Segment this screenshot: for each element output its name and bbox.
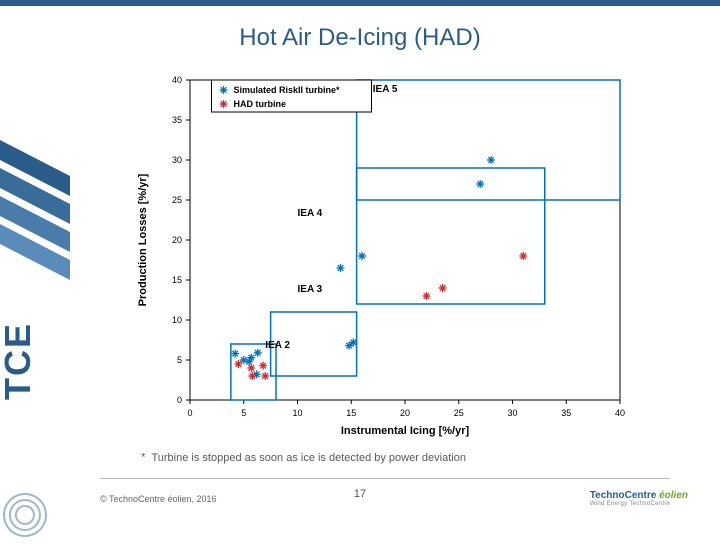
svg-text:5: 5 bbox=[177, 355, 182, 365]
scatter-chart: 0 5 10 15 20 25 30 35 40 0 5 10 15 20 25 30 35 40 Instrume… bbox=[130, 70, 670, 450]
svg-text:Production Losses [%/yr]: Production Losses [%/yr] bbox=[137, 173, 149, 306]
svg-text:25: 25 bbox=[454, 408, 464, 418]
logo-subtext: Wind Energy TechnoCentre bbox=[590, 501, 688, 507]
svg-text:40: 40 bbox=[172, 75, 182, 85]
svg-text:10: 10 bbox=[172, 315, 182, 325]
left-brand-stripe: TCE bbox=[0, 0, 70, 540]
top-bar bbox=[0, 0, 720, 6]
footer-divider bbox=[100, 478, 670, 479]
svg-text:HAD turbine: HAD turbine bbox=[234, 99, 287, 109]
logo-text-2: éolien bbox=[656, 490, 688, 501]
svg-text:IEA 4: IEA 4 bbox=[298, 208, 323, 219]
svg-text:Instrumental Icing [%/yr]: Instrumental Icing [%/yr] bbox=[341, 425, 470, 437]
logo-text-1: TechnoCentre bbox=[590, 490, 657, 501]
svg-text:0: 0 bbox=[187, 408, 192, 418]
svg-text:10: 10 bbox=[292, 408, 302, 418]
brand-logo: TechnoCentre éolien Wind Energy TechnoCe… bbox=[590, 490, 688, 507]
svg-text:40: 40 bbox=[615, 408, 625, 418]
svg-text:IEA 3: IEA 3 bbox=[298, 284, 323, 295]
svg-text:0: 0 bbox=[177, 395, 182, 405]
svg-text:5: 5 bbox=[241, 408, 246, 418]
corner-swirl-icon bbox=[2, 492, 48, 538]
svg-text:30: 30 bbox=[172, 155, 182, 165]
svg-text:20: 20 bbox=[400, 408, 410, 418]
svg-text:TCE: TCE bbox=[0, 322, 38, 400]
svg-text:20: 20 bbox=[172, 235, 182, 245]
svg-text:35: 35 bbox=[561, 408, 571, 418]
footnote-asterisk: * bbox=[140, 453, 147, 465]
footnote-text: Turbine is stopped as soon as ice is det… bbox=[151, 452, 466, 464]
svg-text:Simulated RiskII turbine*: Simulated RiskII turbine* bbox=[234, 85, 341, 95]
page-title: Hot Air De-Icing (HAD) bbox=[0, 24, 720, 52]
chart-footnote: * Turbine is stopped as soon as ice is d… bbox=[140, 452, 466, 465]
svg-text:35: 35 bbox=[172, 115, 182, 125]
svg-text:30: 30 bbox=[507, 408, 517, 418]
svg-text:25: 25 bbox=[172, 195, 182, 205]
svg-text:IEA 5: IEA 5 bbox=[373, 84, 398, 95]
svg-text:15: 15 bbox=[346, 408, 356, 418]
svg-text:15: 15 bbox=[172, 275, 182, 285]
svg-text:IEA 2: IEA 2 bbox=[265, 340, 290, 351]
